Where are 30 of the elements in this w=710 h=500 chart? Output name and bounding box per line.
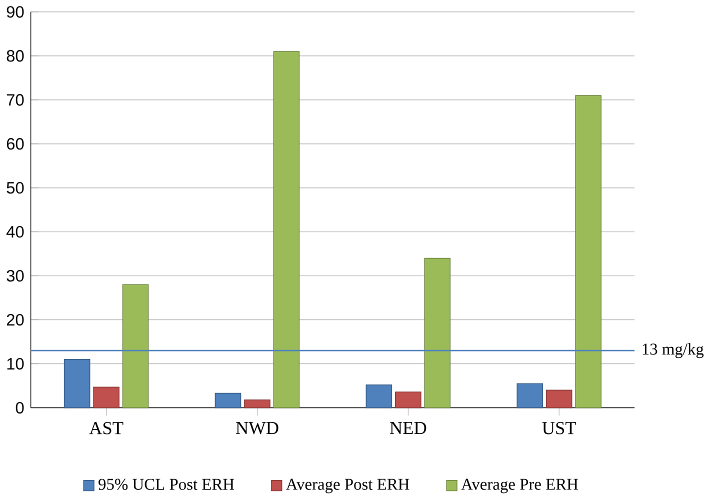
bar xyxy=(244,400,270,408)
x-tick-label: UST xyxy=(542,422,576,434)
x-tick-label: AST xyxy=(89,422,124,434)
bar xyxy=(424,258,451,408)
legend-label: Average Pre ERH xyxy=(461,478,578,494)
bar xyxy=(214,393,242,408)
x-tick-label: NWD xyxy=(236,422,278,434)
y-tick-label: 80 xyxy=(6,50,24,62)
y-tick-label: 30 xyxy=(6,270,24,282)
legend-label: Average Post ERH xyxy=(286,478,410,494)
bar xyxy=(575,95,602,408)
bar xyxy=(64,359,90,408)
bar xyxy=(93,386,120,408)
bar xyxy=(273,51,300,408)
y-tick-label: 40 xyxy=(6,226,24,238)
ref-line-label: 13 mg/kg xyxy=(642,343,704,358)
y-tick-label: 0 xyxy=(16,402,24,414)
bar xyxy=(366,384,392,408)
y-tick-label: 60 xyxy=(6,138,24,150)
bar xyxy=(546,390,572,408)
bar xyxy=(395,392,422,408)
y-tick-label: 20 xyxy=(6,314,24,326)
y-tick-label: 90 xyxy=(6,6,24,18)
y-tick-label: 10 xyxy=(7,358,24,370)
y-tick-label: 70 xyxy=(6,94,24,106)
bar xyxy=(516,383,544,408)
x-tick-label: NED xyxy=(390,422,426,434)
y-tick-label: 50 xyxy=(6,182,24,194)
legend-label: 95% UCL Post ERH xyxy=(98,478,234,490)
bar xyxy=(122,284,149,408)
